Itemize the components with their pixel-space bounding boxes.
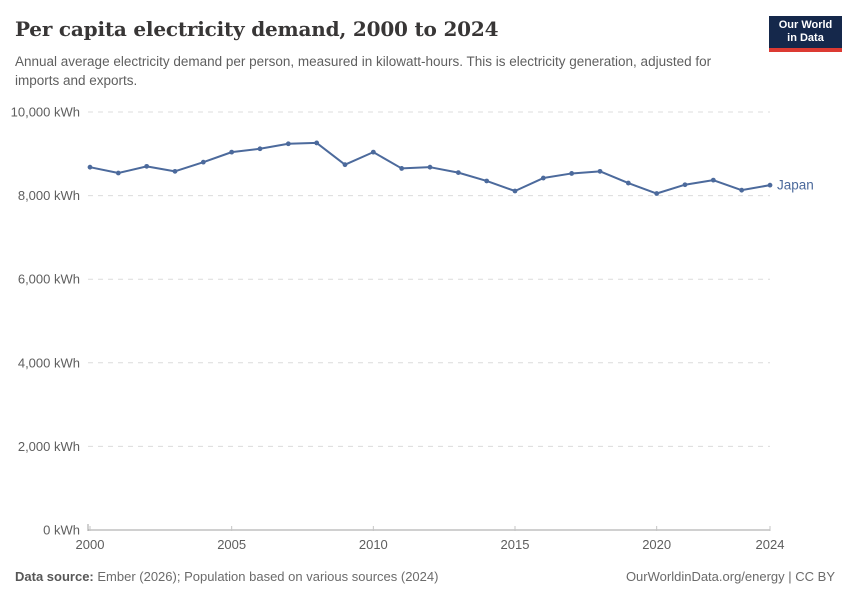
data-point-japan-2012	[427, 164, 433, 170]
data-point-japan-2024	[767, 182, 773, 188]
chart-subtitle: Annual average electricity demand per pe…	[15, 54, 712, 88]
data-point-japan-2001	[115, 170, 121, 176]
chart-footer: Data source: Ember (2026); Population ba…	[15, 569, 835, 584]
data-source-note: Data source: Ember (2026); Population ba…	[15, 569, 438, 584]
x-tick-label: 2000	[76, 537, 105, 552]
data-point-japan-2011	[399, 166, 405, 171]
x-tick-label: 2020	[642, 537, 671, 552]
data-point-japan-2019	[625, 180, 631, 186]
data-point-japan-2017	[569, 171, 575, 176]
page-title: Per capita electricity demand, 2000 to 2…	[15, 17, 499, 41]
data-point-japan-2004	[200, 159, 206, 165]
owid-logo[interactable]: Our World in Data	[769, 16, 842, 52]
owid-logo-accent-bar	[769, 48, 842, 52]
data-point-japan-2016	[540, 175, 546, 181]
data-point-japan-2005	[229, 149, 235, 155]
owid-logo-line1: Our World	[778, 19, 833, 31]
data-point-japan-2002	[144, 163, 150, 169]
footer-link[interactable]: OurWorldinData.org/energy | CC BY	[625, 569, 835, 584]
owid-logo-box: Our World in Data	[769, 16, 842, 48]
y-tick-label: 0 kWh	[43, 523, 80, 538]
y-tick-label: 10,000 kWh	[11, 105, 80, 120]
x-tick-label: 2005	[217, 537, 246, 552]
data-point-japan-2007	[285, 141, 291, 147]
data-point-japan-2009	[342, 162, 348, 168]
data-point-japan-2021	[682, 182, 688, 188]
data-point-japan-2020	[654, 191, 660, 196]
data-point-japan-2008	[314, 140, 320, 146]
data-point-japan-2023	[739, 187, 745, 193]
data-point-japan-2014	[484, 178, 490, 184]
owid-logo-line2: in Data	[787, 32, 824, 44]
data-point-japan-2013	[455, 170, 461, 176]
y-tick-label: 2,000 kWh	[18, 439, 80, 454]
y-tick-label: 8,000 kWh	[18, 188, 80, 203]
data-point-japan-2003	[172, 168, 178, 174]
data-point-japan-2018	[597, 168, 603, 174]
y-tick-label: 4,000 kWh	[18, 355, 80, 370]
x-tick-label: 2024	[756, 537, 785, 552]
data-point-japan-2022	[710, 177, 716, 183]
data-point-japan-2000	[87, 164, 93, 170]
series-label-japan: Japan	[777, 178, 814, 193]
x-tick-label: 2015	[501, 537, 530, 552]
data-source-label: Data source:	[15, 569, 94, 584]
data-source-text: Ember (2026); Population based on variou…	[93, 569, 439, 584]
data-point-japan-2015	[512, 188, 518, 194]
x-tick-label: 2010	[359, 537, 388, 552]
y-tick-label: 6,000 kWh	[18, 272, 80, 287]
data-point-japan-2006	[257, 146, 263, 152]
data-point-japan-2010	[370, 149, 376, 155]
